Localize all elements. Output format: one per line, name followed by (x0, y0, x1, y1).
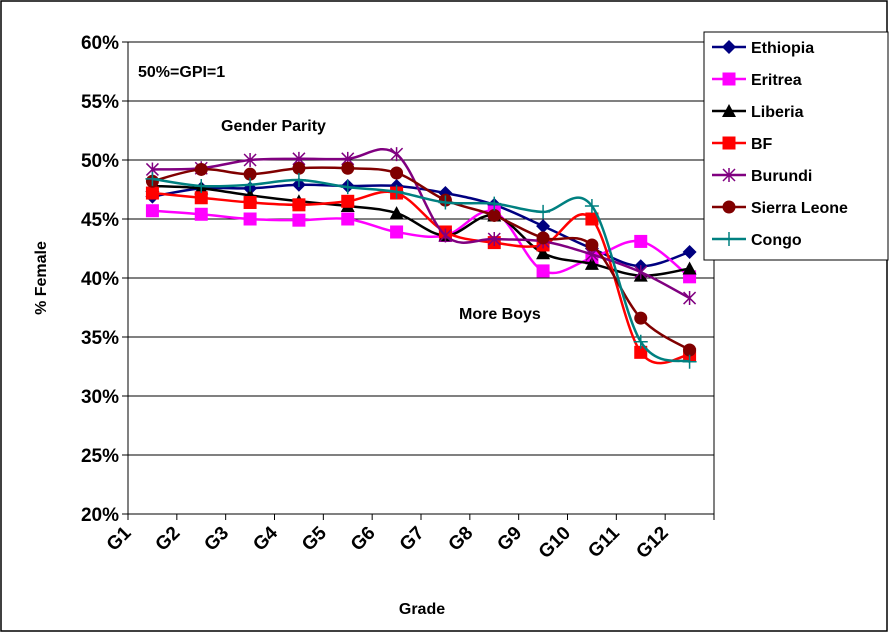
y-tick-label: 45% (81, 210, 119, 231)
legend-item-sierra-leone: Sierra Leone (712, 200, 848, 217)
legend-item-eritrea: Eritrea (712, 72, 802, 89)
data-point-congo (584, 199, 599, 214)
y-axis-title: % Female (33, 241, 50, 315)
y-tick-label: 35% (81, 328, 119, 349)
legend-label: BF (751, 136, 773, 153)
data-point-congo (487, 196, 502, 211)
data-point-sierra-leone (194, 162, 208, 176)
legend-item-congo: Congo (712, 232, 802, 249)
data-point-ethiopia (536, 219, 551, 234)
series-sierra-leone (145, 161, 697, 357)
data-point-eritrea (390, 225, 404, 239)
data-point-bf (292, 198, 306, 212)
data-point-congo (340, 180, 355, 195)
x-axis-title: Grade (399, 601, 445, 618)
legend-label: Burundi (751, 168, 812, 185)
data-point-burundi (487, 232, 501, 247)
legend-marker (722, 72, 736, 86)
data-point-burundi (683, 291, 697, 306)
annotation-gender-parity: Gender Parity (221, 118, 326, 135)
y-tick-label: 55% (81, 92, 119, 113)
series-group (145, 147, 697, 369)
legend-item-burundi: Burundi (712, 168, 812, 185)
legend-label: Eritrea (751, 72, 802, 89)
data-point-congo (243, 177, 258, 192)
data-point-sierra-leone (585, 238, 599, 252)
annotation-more-boys: More Boys (459, 306, 541, 323)
data-point-congo (291, 173, 306, 188)
legend-marker (722, 168, 736, 182)
data-point-sierra-leone (243, 167, 257, 181)
data-point-bf (634, 345, 648, 359)
data-point-congo (682, 354, 697, 369)
series-congo (145, 171, 697, 369)
data-point-congo (633, 334, 648, 349)
y-tick-label: 60% (81, 33, 119, 54)
y-tick-label: 30% (81, 387, 119, 408)
data-point-eritrea (536, 264, 550, 278)
data-point-sierra-leone (341, 161, 355, 175)
y-axis-tick-labels: 20% 25% 30% 35% 40% 45% 50% 55% 60% (81, 33, 128, 526)
series-line-burundi (152, 147, 691, 300)
data-point-liberia (536, 246, 551, 260)
data-point-eritrea (634, 234, 648, 248)
data-point-burundi (243, 153, 257, 167)
legend-item-liberia: Liberia (712, 104, 804, 121)
legend-marker (722, 136, 736, 150)
legend-marker (722, 104, 736, 117)
data-point-sierra-leone (390, 166, 404, 180)
legend-label: Sierra Leone (751, 200, 848, 217)
data-point-sierra-leone (487, 208, 501, 222)
legend-item-ethiopia: Ethiopia (712, 40, 814, 57)
series-bf (145, 186, 697, 365)
data-point-sierra-leone (683, 343, 697, 357)
data-point-liberia (682, 261, 697, 275)
data-point-bf (145, 186, 159, 200)
legend-label: Ethiopia (751, 40, 814, 57)
data-point-sierra-leone (292, 161, 306, 175)
data-point-sierra-leone (634, 311, 648, 325)
data-point-eritrea (194, 207, 208, 221)
legend-marker (722, 200, 736, 214)
data-point-burundi (634, 265, 648, 280)
data-point-congo (536, 204, 551, 219)
data-point-eritrea (341, 212, 355, 226)
data-point-congo (145, 171, 160, 186)
data-point-eritrea (145, 204, 159, 218)
data-point-liberia (389, 206, 404, 220)
annotation-gpi: 50%=GPI=1 (138, 64, 225, 81)
data-point-congo (194, 178, 209, 193)
data-point-ethiopia (682, 245, 697, 260)
data-point-eritrea (292, 213, 306, 227)
legend-label: Congo (751, 232, 802, 249)
data-point-sierra-leone (536, 231, 550, 245)
legend-marker (722, 232, 736, 246)
legend-label: Liberia (751, 104, 804, 121)
data-point-burundi (390, 147, 404, 162)
data-point-bf (194, 191, 208, 205)
data-point-congo (389, 184, 404, 199)
data-point-bf (243, 195, 257, 209)
y-tick-label: 40% (81, 269, 119, 290)
data-point-congo (438, 195, 453, 210)
legend: Ethiopia Eritrea Liberia BF Burundi Sierra Le… (703, 31, 889, 261)
data-point-bf (585, 212, 599, 226)
data-point-bf (341, 194, 355, 208)
legend-item-bf: BF (712, 136, 773, 153)
data-point-liberia (584, 256, 599, 270)
data-point-burundi (438, 228, 452, 243)
legend-marker (722, 40, 736, 54)
y-tick-label: 25% (81, 446, 119, 467)
y-tick-label: 20% (81, 505, 119, 526)
data-point-eritrea (243, 212, 257, 226)
y-tick-label: 50% (81, 151, 119, 172)
